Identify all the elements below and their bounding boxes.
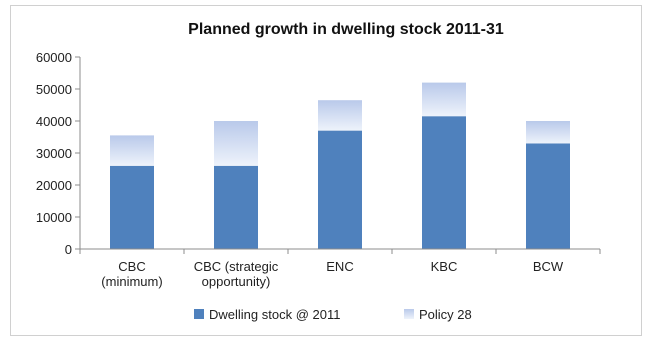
x-tick-label: ENC <box>326 259 353 274</box>
bar-policy-28 <box>214 121 258 166</box>
bar-policy-28 <box>110 135 154 166</box>
legend-label: Dwelling stock @ 2011 <box>209 307 340 322</box>
y-tick-label: 20000 <box>36 178 72 193</box>
y-tick-label: 10000 <box>36 210 72 225</box>
legend: Dwelling stock @ 2011 Policy 28 <box>194 307 472 322</box>
bar-dwelling-stock <box>526 143 570 249</box>
y-tick-label: 50000 <box>36 82 72 97</box>
bar-dwelling-stock <box>214 165 258 249</box>
bar-dwelling-stock <box>318 130 362 249</box>
x-tick-label: opportunity) <box>202 274 271 289</box>
bar-policy-28 <box>422 82 466 117</box>
chart-title: Planned growth in dwelling stock 2011-31 <box>188 21 504 38</box>
y-tick-label: 0 <box>65 242 72 257</box>
bars <box>110 82 570 249</box>
y-tick-label: 60000 <box>36 50 72 65</box>
x-tick-label: CBC <box>118 259 145 274</box>
x-tick-label: KBC <box>431 259 458 274</box>
bar-dwelling-stock <box>110 165 154 249</box>
x-tick-label: CBC (strategic <box>194 259 279 274</box>
y-tick-label: 30000 <box>36 146 72 161</box>
y-axis: 0 10000 20000 30000 40000 50000 60000 <box>36 50 81 257</box>
bar-policy-28 <box>526 121 570 144</box>
legend-swatch <box>194 309 204 319</box>
legend-label: Policy 28 <box>419 307 472 322</box>
y-tick-label: 40000 <box>36 114 72 129</box>
bar-dwelling-stock <box>422 116 466 249</box>
x-tick-label: (minimum) <box>101 274 162 289</box>
legend-swatch <box>404 309 414 319</box>
x-tick-label: BCW <box>533 259 564 274</box>
bar-policy-28 <box>318 100 362 131</box>
